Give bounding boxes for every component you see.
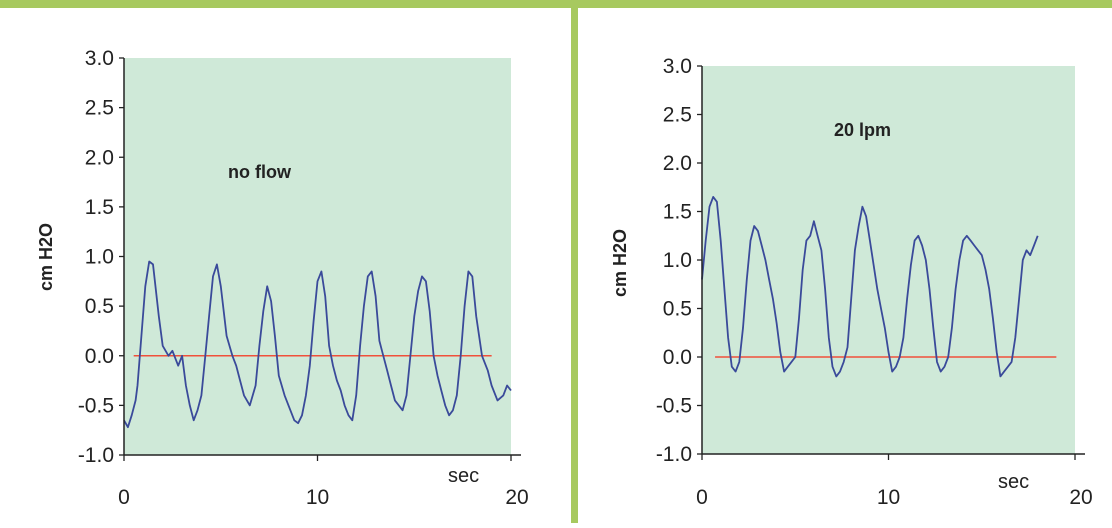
y-tick-label: -1.0 [78,444,114,467]
x-tick-label: 0 [696,486,708,509]
x-axis-unit-label: sec [998,471,1029,493]
plot-area [124,58,511,455]
chart-20-lpm: 3.0 2.5 2.0 1.5 1.0 0.5 0.0 -0.5 -1.00 10 20 20 lp… [610,55,1093,509]
y-tick-label: 0.5 [85,295,114,318]
y-tick-label: -0.5 [78,394,114,417]
y-tick-label: 0.5 [663,298,692,321]
plot-area [702,66,1075,454]
y-tick-label: 2.5 [663,104,692,127]
series-line-0 [701,195,1039,378]
x-tick-label: 0 [118,486,130,509]
chart-annotation: 20 lpm [834,120,891,140]
y-tick-label: 1.0 [663,249,692,272]
y-axis-label: cm H2O [36,223,56,291]
x-tick-label: 10 [306,486,329,509]
y-tick-label: 3.0 [85,47,114,70]
chart-annotation: no flow [228,162,292,182]
y-tick-label: 1.0 [85,246,114,269]
y-tick-label: 1.5 [663,201,692,224]
y-tick-label: 3.0 [663,55,692,78]
y-axis-label: cm H2O [610,229,630,297]
left-chart-panel: 3.0 2.5 2.0 1.5 1.0 0.5 0.0 -0.5 -1.0 0 10 20 no fl… [36,47,529,509]
y-tick-label: 2.0 [85,146,114,169]
y-tick-label: 2.5 [85,97,114,120]
y-tick-label: 2.0 [663,152,692,175]
right-top-border [578,0,1112,8]
y-tick-label: -0.5 [656,395,692,418]
left-top-border [0,0,571,8]
x-tick-label: 10 [877,486,900,509]
chart-no-flow: 3.0 2.5 2.0 1.5 1.0 0.5 0.0 -0.5 -1.00 10 20 no fl… [36,47,529,509]
y-tick-label: 1.5 [85,196,114,219]
x-axis-unit-label: sec [448,465,479,487]
y-tick-label: 0.0 [85,345,114,368]
panel-divider [571,0,578,523]
series-line-0 [123,260,512,429]
x-tick-label: 20 [1069,486,1092,509]
x-tick-label: 20 [505,486,528,509]
y-tick-label: -1.0 [656,443,692,466]
right-chart-panel: 3.0 2.5 2.0 1.5 1.0 0.5 0.0 -0.5 -1.0 0 10 20 20 lp… [578,0,1112,523]
y-tick-label: 0.0 [663,346,692,369]
